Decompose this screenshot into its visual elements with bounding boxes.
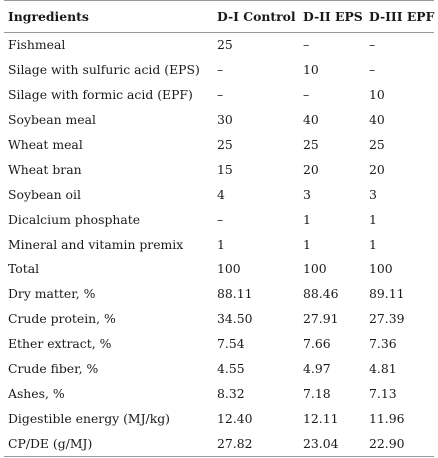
row-label: Wheat bran — [8, 161, 82, 177]
d1-control-value: 30 — [217, 112, 233, 128]
table-row: Crude protein, % 34.50 27.91 27.39 — [4, 307, 434, 332]
d3-epf-value: 25 — [369, 137, 385, 152]
header-row: Ingredients D-I Control D-II EPS D-III E… — [4, 0, 434, 33]
row-label: Crude protein, % — [8, 311, 116, 327]
d2-eps-value: 1 — [303, 236, 311, 252]
d2-eps-value: – — [303, 37, 310, 53]
row-label: Digestible energy (MJ/kg) — [8, 410, 171, 426]
table-row: Fishmeal 25 – – — [4, 33, 434, 58]
d2-eps-value: 88.46 — [303, 286, 339, 302]
header-d2-eps: D-II EPS — [297, 0, 365, 33]
d2-eps-value: 25 — [303, 137, 319, 152]
table-row: Soybean oil 4 3 3 — [4, 182, 434, 207]
d3-epf-value: 27.39 — [369, 311, 405, 327]
d3-epf-value: – — [369, 62, 376, 78]
d1-control-value: 27.82 — [210, 431, 297, 458]
row-label: Mineral and vitamin premix — [8, 236, 184, 252]
d1-control-value: – — [217, 87, 224, 103]
d3-epf-value: 7.36 — [369, 336, 397, 352]
table-header: Ingredients D-I Control D-II EPS D-III E… — [4, 0, 434, 33]
table-row: CP/DE (g/MJ) 27.82 23.04 22.90 — [4, 431, 434, 458]
row-label: Soybean oil — [8, 186, 81, 202]
d2-eps-value: 10 — [303, 62, 319, 78]
row-label: Ether extract, % — [8, 336, 112, 352]
table-row: Digestible energy (MJ/kg) 12.40 12.11 11.96 — [4, 406, 434, 431]
d2-eps-value: 1 — [303, 211, 311, 227]
d1-control-value: 25 — [217, 37, 233, 53]
table-row: Silage with formic acid (EPF) – – 10 — [4, 83, 434, 108]
d1-control-value: 8.32 — [217, 385, 245, 401]
table-body: Fishmeal 25– – Silage with sulfuric acid (E… — [4, 33, 434, 458]
d3-epf-value: 1 — [369, 211, 377, 227]
d2-eps-value: 27.91 — [303, 311, 339, 327]
d2-eps-value: 23.04 — [297, 431, 365, 458]
d2-eps-value: 100 — [303, 261, 327, 277]
table-row: Dry matter, % 88.11 88.46 89.11 — [4, 282, 434, 307]
row-label: Silage with formic acid (EPF) — [8, 87, 193, 103]
d2-eps-value: 3 — [303, 186, 311, 202]
d2-eps-value: 40 — [303, 112, 319, 128]
d1-control-value: 12.40 — [217, 410, 253, 426]
d2-eps-value: 4.97 — [303, 361, 331, 377]
d2-eps-value: – — [303, 87, 310, 103]
row-label: Wheat meal — [8, 137, 83, 152]
row-label: CP/DE (g/MJ) — [4, 431, 210, 458]
d1-control-value: 15 — [217, 161, 233, 177]
d3-epf-value: 7.13 — [369, 385, 397, 401]
row-label: Total — [8, 261, 40, 277]
d3-epf-value: 1 — [369, 236, 377, 252]
d1-control-value: 25 — [217, 137, 233, 152]
d1-control-value: 4 — [217, 186, 225, 202]
d3-epf-value: 100 — [369, 261, 393, 277]
row-label: Dicalcium phosphate — [8, 211, 141, 227]
ingredients-table-container: Ingredients D-I Control D-II EPS D-III E… — [4, 0, 434, 458]
d1-control-value: 7.54 — [217, 336, 245, 352]
d2-eps-value: 12.11 — [303, 410, 339, 426]
d3-epf-value: 40 — [369, 112, 385, 128]
table-row: Dicalcium phosphate – 1 1 — [4, 207, 434, 232]
d3-epf-value: 22.90 — [365, 431, 434, 458]
d3-epf-value: 4.81 — [369, 361, 397, 377]
d3-epf-value: 89.11 — [369, 286, 405, 302]
row-label: Ashes, % — [8, 385, 65, 401]
d1-control-value: – — [217, 62, 224, 78]
row-label: Fishmeal — [8, 37, 66, 53]
table-row: Wheat meal 25 25 25 — [4, 133, 434, 158]
d2-eps-value: 7.18 — [303, 385, 331, 401]
header-ingredients: Ingredients — [4, 0, 210, 33]
d2-eps-value: 7.66 — [303, 336, 331, 352]
table-row: Ashes, % 8.32 7.18 7.13 — [4, 381, 434, 406]
d3-epf-value: 11.96 — [369, 410, 405, 426]
table-row: Soybean meal 30 40 40 — [4, 108, 434, 133]
d3-epf-value: 3 — [369, 186, 377, 202]
d1-control-value: 1 — [217, 236, 225, 252]
table-row: Silage with sulfuric acid (EPS) – 10 – — [4, 58, 434, 83]
table-row: Crude fiber, % 4.55 4.97 4.81 — [4, 357, 434, 382]
header-d1-control: D-I Control — [210, 0, 297, 33]
row-label: Silage with sulfuric acid (EPS) — [8, 62, 200, 78]
d1-control-value: – — [217, 211, 224, 227]
header-d3-epf: D-III EPF — [365, 0, 434, 33]
d1-control-value: 100 — [217, 261, 241, 277]
d1-control-value: 4.55 — [217, 361, 245, 377]
d1-control-value: 88.11 — [217, 286, 253, 302]
d2-eps-value: 20 — [303, 161, 319, 177]
row-label: Dry matter, % — [8, 286, 96, 302]
d3-epf-value: 20 — [369, 161, 385, 177]
d3-epf-value: 10 — [369, 87, 385, 103]
table-row: Mineral and vitamin premix 1 1 1 — [4, 232, 434, 257]
d1-control-value: 34.50 — [217, 311, 253, 327]
table-row: Wheat bran 15 20 20 — [4, 157, 434, 182]
table-row: Total 100 100 100 — [4, 257, 434, 282]
ingredients-table: Ingredients D-I Control D-II EPS D-III E… — [4, 0, 434, 458]
row-label: Soybean meal — [8, 112, 96, 128]
table-row: Ether extract, % 7.54 7.66 7.36 — [4, 332, 434, 357]
row-label: Crude fiber, % — [8, 361, 99, 377]
d3-epf-value: – — [369, 37, 376, 53]
